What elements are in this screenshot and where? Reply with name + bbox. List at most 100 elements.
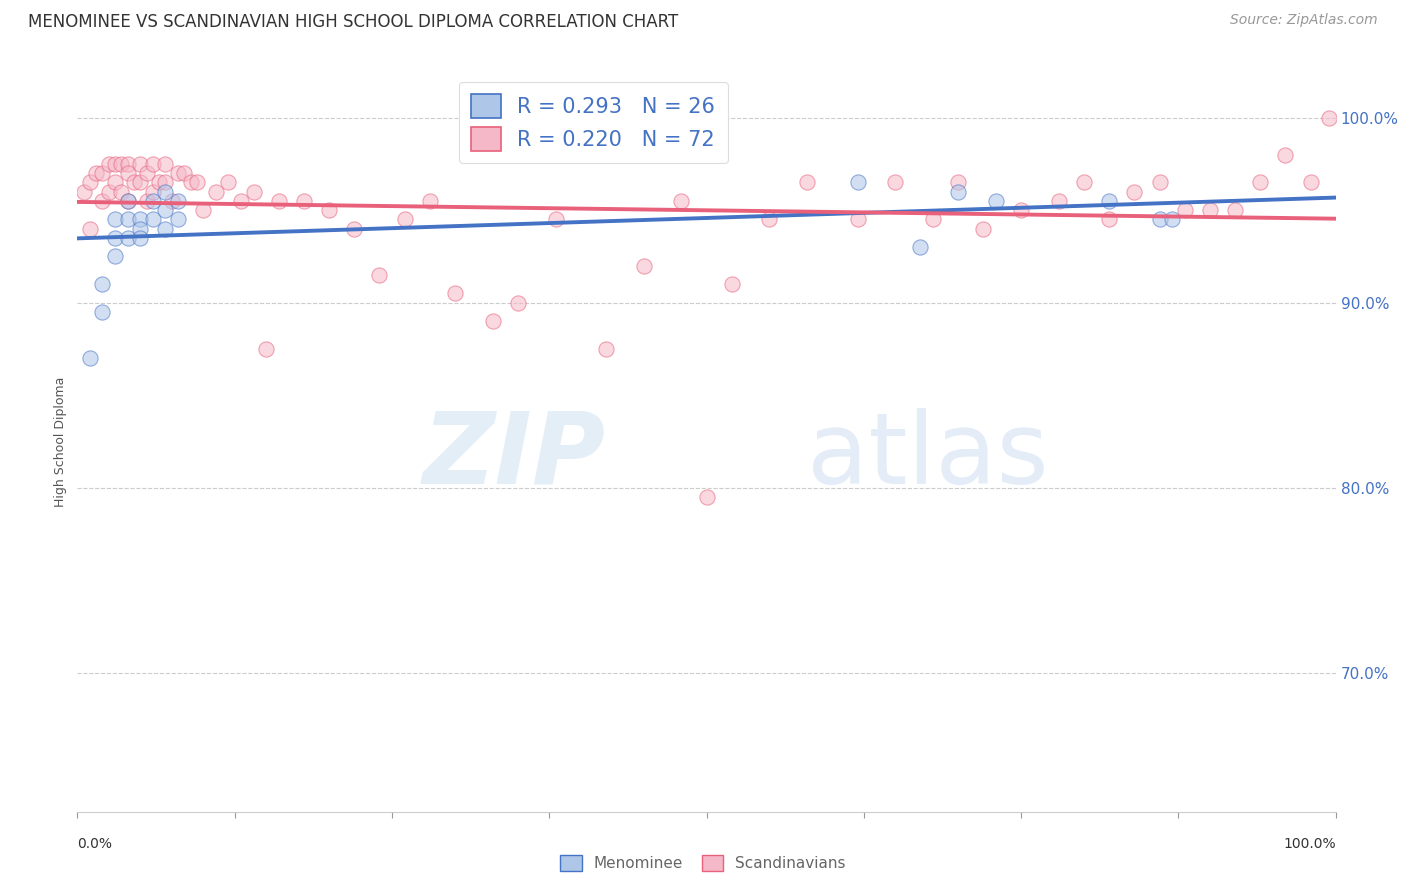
Point bbox=[135, 166, 157, 180]
Point bbox=[117, 157, 139, 171]
Point bbox=[1047, 194, 1070, 208]
Point bbox=[394, 212, 416, 227]
Point bbox=[117, 166, 139, 180]
Point bbox=[696, 490, 718, 504]
Point bbox=[544, 212, 567, 227]
Point bbox=[204, 185, 226, 199]
Text: 0.0%: 0.0% bbox=[77, 837, 112, 851]
Point bbox=[922, 212, 945, 227]
Point bbox=[155, 175, 177, 190]
Point bbox=[481, 314, 503, 328]
Point bbox=[72, 185, 94, 199]
Point bbox=[91, 305, 114, 319]
Point bbox=[84, 166, 107, 180]
Point bbox=[117, 194, 139, 208]
Point bbox=[129, 157, 152, 171]
Point bbox=[506, 295, 529, 310]
Point bbox=[155, 221, 177, 235]
Point bbox=[368, 268, 391, 282]
Point bbox=[1073, 175, 1095, 190]
Point bbox=[884, 175, 907, 190]
Text: Source: ZipAtlas.com: Source: ZipAtlas.com bbox=[1230, 13, 1378, 28]
Point bbox=[173, 166, 195, 180]
Point bbox=[104, 212, 127, 227]
Point bbox=[1123, 185, 1146, 199]
Point bbox=[155, 157, 177, 171]
Point bbox=[254, 342, 277, 356]
Point bbox=[129, 221, 152, 235]
Point bbox=[720, 277, 742, 292]
Point bbox=[104, 175, 127, 190]
Point bbox=[846, 175, 869, 190]
Point bbox=[180, 175, 202, 190]
Point bbox=[444, 286, 467, 301]
Point bbox=[129, 212, 152, 227]
Point bbox=[1249, 175, 1271, 190]
Point bbox=[242, 185, 264, 199]
Point bbox=[1174, 203, 1197, 218]
Point bbox=[1199, 203, 1222, 218]
Point bbox=[984, 194, 1007, 208]
Point bbox=[419, 194, 441, 208]
Point bbox=[758, 212, 780, 227]
Point bbox=[1149, 212, 1171, 227]
Point bbox=[110, 185, 132, 199]
Point bbox=[948, 185, 970, 199]
Point bbox=[1161, 212, 1184, 227]
Point bbox=[97, 157, 120, 171]
Point bbox=[142, 212, 165, 227]
Point bbox=[135, 194, 157, 208]
Point bbox=[972, 221, 994, 235]
Point bbox=[91, 166, 114, 180]
Text: atlas: atlas bbox=[807, 408, 1049, 505]
Point bbox=[104, 249, 127, 263]
Point bbox=[846, 212, 869, 227]
Point bbox=[595, 342, 617, 356]
Point bbox=[79, 351, 101, 366]
Point bbox=[142, 194, 165, 208]
Point bbox=[292, 194, 315, 208]
Legend: R = 0.293   N = 26, R = 0.220   N = 72: R = 0.293 N = 26, R = 0.220 N = 72 bbox=[458, 82, 728, 163]
Point bbox=[229, 194, 252, 208]
Point bbox=[1010, 203, 1032, 218]
Point bbox=[142, 157, 165, 171]
Point bbox=[155, 185, 177, 199]
Point bbox=[167, 212, 190, 227]
Point bbox=[160, 194, 183, 208]
Point bbox=[1098, 212, 1121, 227]
Text: MENOMINEE VS SCANDINAVIAN HIGH SCHOOL DIPLOMA CORRELATION CHART: MENOMINEE VS SCANDINAVIAN HIGH SCHOOL DI… bbox=[28, 13, 678, 31]
Point bbox=[948, 175, 970, 190]
Point bbox=[191, 203, 215, 218]
Point bbox=[97, 185, 120, 199]
Point bbox=[91, 194, 114, 208]
Point bbox=[91, 277, 114, 292]
Point bbox=[186, 175, 208, 190]
Point bbox=[1098, 194, 1121, 208]
Y-axis label: High School Diploma: High School Diploma bbox=[53, 376, 67, 507]
Point bbox=[122, 175, 145, 190]
Point bbox=[1223, 203, 1246, 218]
Point bbox=[148, 175, 170, 190]
Point bbox=[79, 221, 101, 235]
Point bbox=[117, 231, 139, 245]
Point bbox=[633, 259, 655, 273]
Point bbox=[104, 231, 127, 245]
Point bbox=[167, 194, 190, 208]
Point bbox=[129, 175, 152, 190]
Point bbox=[1299, 175, 1322, 190]
Point bbox=[117, 194, 139, 208]
Point bbox=[129, 231, 152, 245]
Point bbox=[155, 203, 177, 218]
Point bbox=[318, 203, 340, 218]
Point bbox=[267, 194, 290, 208]
Point bbox=[110, 157, 132, 171]
Text: 100.0%: 100.0% bbox=[1284, 837, 1336, 851]
Point bbox=[343, 221, 366, 235]
Text: ZIP: ZIP bbox=[423, 408, 606, 505]
Point bbox=[671, 194, 693, 208]
Point bbox=[117, 212, 139, 227]
Point bbox=[1319, 111, 1341, 125]
Point bbox=[142, 185, 165, 199]
Point bbox=[910, 240, 932, 254]
Point bbox=[1274, 147, 1296, 161]
